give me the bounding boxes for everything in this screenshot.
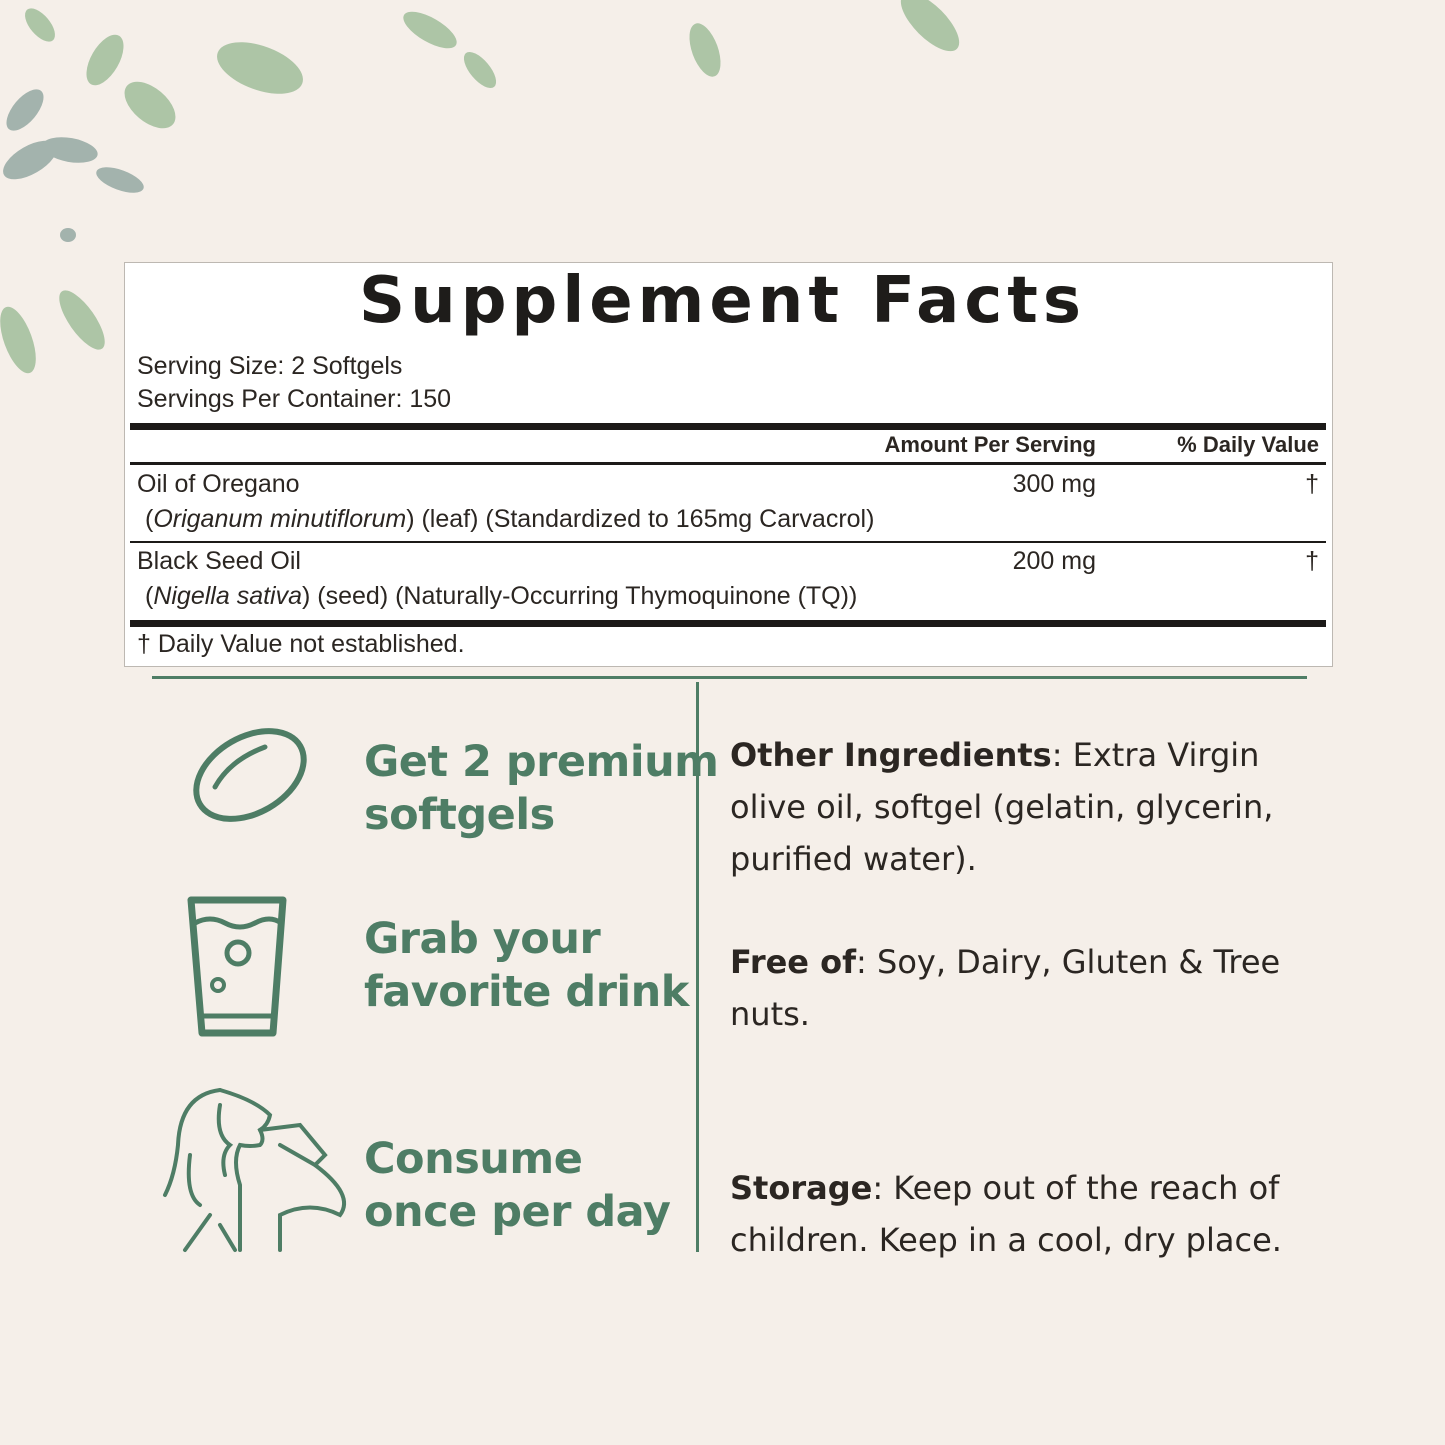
step-line: once per day bbox=[364, 1187, 671, 1237]
step-line: Consume bbox=[364, 1134, 583, 1184]
other-ingredients: Other Ingredients: Extra Virgin olive oi… bbox=[730, 729, 1340, 885]
info-text: : Extra Virgin olive oil, softgel (gelat… bbox=[730, 736, 1274, 878]
ingredient-dv: † bbox=[1305, 470, 1319, 498]
softgel-icon bbox=[193, 728, 307, 822]
latin-name: Origanum minutiflorum bbox=[153, 505, 407, 533]
info-label: Free of bbox=[730, 943, 857, 981]
ingredient-detail: (Nigella sativa) (seed) (Naturally-Occur… bbox=[145, 582, 858, 610]
detail-text: ) (seed) (Naturally-Occurring Thymoquino… bbox=[302, 582, 858, 610]
step-text: Consume once per day bbox=[364, 1133, 671, 1239]
info-text: : Keep out of the reach of children. Kee… bbox=[730, 1169, 1282, 1259]
step-line: favorite drink bbox=[364, 967, 689, 1017]
green-rule bbox=[152, 676, 1307, 679]
step-line: Get 2 premium bbox=[364, 737, 719, 787]
info-label: Storage bbox=[730, 1169, 873, 1207]
info-label: Other Ingredients bbox=[730, 736, 1052, 774]
storage: Storage: Keep out of the reach of childr… bbox=[730, 1162, 1310, 1266]
ingredient-detail: (Origanum minutiflorum) (leaf) (Standard… bbox=[145, 505, 875, 533]
amount-header: Amount Per Serving bbox=[884, 432, 1096, 457]
leaf-decoration bbox=[0, 0, 960, 374]
divider bbox=[130, 541, 1326, 543]
free-of: Free of: Soy, Dairy, Gluten & Tree nuts. bbox=[730, 936, 1290, 1040]
step-line: softgels bbox=[364, 790, 555, 840]
step-text: Get 2 premium softgels bbox=[364, 736, 719, 842]
serving-size: Serving Size: 2 Softgels bbox=[137, 352, 403, 380]
servings-per-container: Servings Per Container: 150 bbox=[137, 385, 452, 413]
thick-divider bbox=[130, 423, 1326, 430]
step-line: Grab your bbox=[364, 914, 601, 964]
ingredient-dv: † bbox=[1305, 547, 1319, 575]
ingredient-name: Black Seed Oil bbox=[137, 547, 301, 575]
vertical-divider bbox=[696, 682, 699, 1252]
glass-icon bbox=[187, 896, 287, 1037]
label-title: Supplement Facts bbox=[359, 264, 1086, 338]
info-text: : Soy, Dairy, Gluten & Tree nuts. bbox=[730, 943, 1281, 1033]
latin-name: Nigella sativa bbox=[153, 582, 303, 610]
daily-value-header: % Daily Value bbox=[1177, 432, 1319, 457]
divider bbox=[130, 462, 1326, 465]
ingredient-amount: 300 mg bbox=[1012, 470, 1096, 498]
person-drinking-icon bbox=[163, 1088, 346, 1252]
ingredient-name: Oil of Oregano bbox=[137, 470, 300, 498]
ingredient-amount: 200 mg bbox=[1012, 547, 1096, 575]
step-text: Grab your favorite drink bbox=[364, 913, 689, 1019]
detail-text: ) (leaf) (Standardized to 165mg Carvacro… bbox=[406, 505, 875, 533]
footnote: † Daily Value not established. bbox=[137, 630, 465, 658]
thick-divider bbox=[130, 620, 1326, 627]
